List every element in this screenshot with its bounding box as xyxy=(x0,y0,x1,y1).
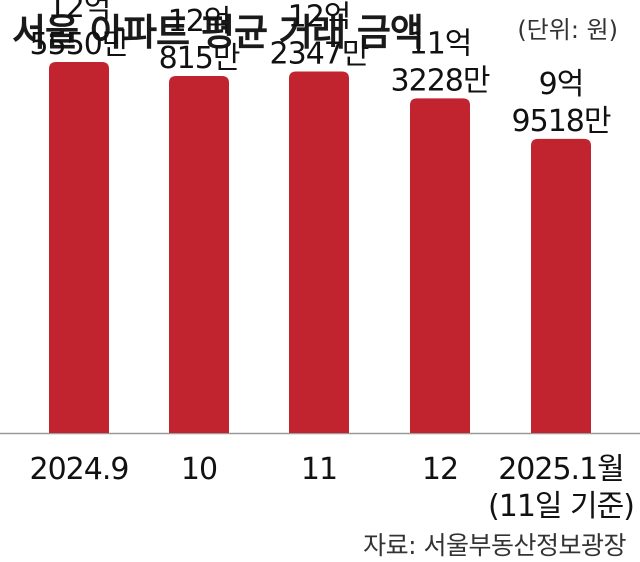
data-label: 12억 xyxy=(48,0,111,25)
x-tick-label: 2024.9 xyxy=(30,452,129,487)
x-tick-label: 10 xyxy=(181,452,217,487)
data-label: 9억 xyxy=(539,67,584,102)
bar xyxy=(410,98,470,434)
x-tick-label: 12 xyxy=(422,452,458,487)
data-label: 3228만 xyxy=(391,63,490,98)
data-label: 5550만 xyxy=(30,27,129,62)
x-tick-sublabel: (11일 기준) xyxy=(488,489,634,524)
unit-label: (단위: 원) xyxy=(517,16,618,44)
bar xyxy=(169,76,229,433)
source-note: 자료: 서울부동산정보광장 xyxy=(363,531,626,560)
data-label: 12억 xyxy=(288,0,351,34)
x-tick-label: 2025.1월 xyxy=(498,452,624,487)
data-label: 2347만 xyxy=(270,36,369,71)
bar xyxy=(289,71,349,433)
x-tick-label: 11 xyxy=(301,452,337,487)
data-label: 12억 xyxy=(168,4,231,39)
data-label: 9518만 xyxy=(512,104,611,139)
data-label: 11억 xyxy=(409,26,472,61)
bar xyxy=(531,138,591,433)
data-label: 815만 xyxy=(159,41,240,76)
bar xyxy=(49,62,109,433)
chart-title: 서울 아파트 평균 거래 금액 xyxy=(12,11,424,54)
